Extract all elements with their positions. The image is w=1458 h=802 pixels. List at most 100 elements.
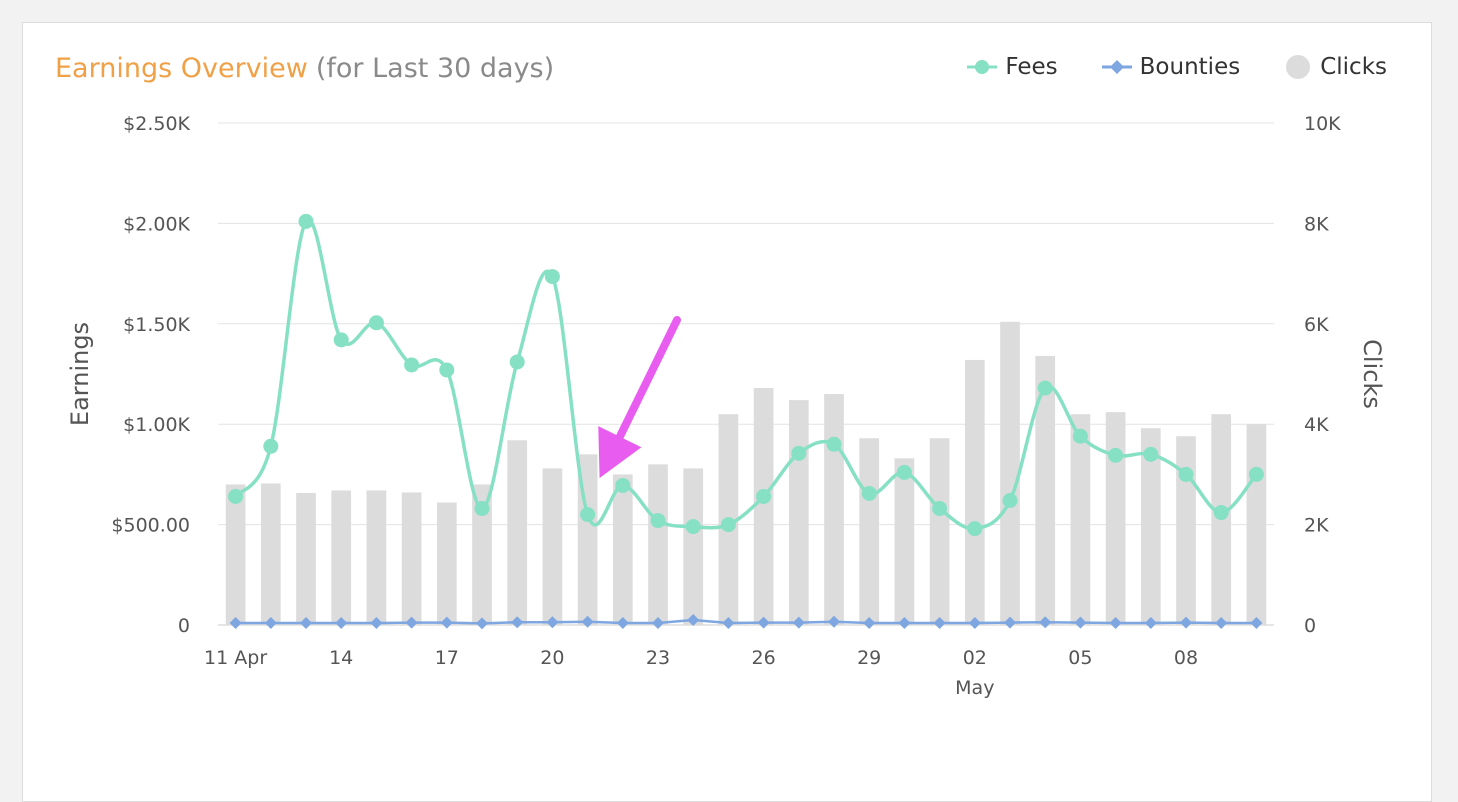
bounties-point xyxy=(828,615,840,628)
fees-point xyxy=(861,485,877,501)
fees-point xyxy=(509,354,525,370)
fees-point xyxy=(333,332,349,348)
fees-point xyxy=(1037,380,1053,396)
fees-point xyxy=(580,507,596,523)
clicks-bar xyxy=(366,490,387,625)
bounties-point xyxy=(1180,616,1192,629)
fees-point xyxy=(368,315,384,331)
bounties-point xyxy=(1109,616,1122,629)
left-tick-label: $1.00K xyxy=(123,414,190,436)
fees-point xyxy=(228,488,244,504)
right-tick-label: 2K xyxy=(1304,515,1329,537)
right-axis-title: Clicks xyxy=(1358,339,1386,409)
fees-point xyxy=(1072,428,1088,444)
annotation-arrow-shaft xyxy=(615,316,681,441)
clicks-bar xyxy=(542,468,563,625)
bounties-point xyxy=(264,616,277,629)
annotation-layer xyxy=(598,316,681,478)
clicks-bar xyxy=(260,483,281,625)
left-tick-label: $2.00K xyxy=(123,213,190,235)
right-tick-label: 0 xyxy=(1304,615,1316,637)
x-tick-label: 08 xyxy=(1174,647,1198,669)
x-tick-label: 05 xyxy=(1068,647,1092,669)
bounties-point xyxy=(757,616,770,629)
left-tick-label: $1.50K xyxy=(123,314,190,336)
bounties-point xyxy=(229,616,242,629)
bounties-point xyxy=(335,616,348,629)
x-tick-label: 23 xyxy=(646,647,670,669)
clicks-bar xyxy=(1070,414,1091,625)
legend-item-clicks[interactable]: Clicks xyxy=(1284,53,1387,81)
chart-title: Earnings Overview (for Last 30 days) xyxy=(55,53,554,84)
fees-point xyxy=(826,436,842,452)
clicks-bar xyxy=(612,474,633,625)
earnings-overview-card: Earnings Overview (for Last 30 days) Fees… xyxy=(22,22,1432,802)
fees-point xyxy=(263,438,279,454)
bounties-point xyxy=(933,616,946,629)
bounties-point xyxy=(722,616,735,629)
x-tick-label: 29 xyxy=(857,647,881,669)
bounties-point xyxy=(898,616,911,629)
bounties-point xyxy=(1039,616,1052,629)
x-tick-label: 17 xyxy=(435,647,459,669)
bounties-point xyxy=(652,616,664,629)
legend-label-fees: Fees xyxy=(1005,54,1058,80)
bounties-point xyxy=(1144,616,1157,629)
bounties-point xyxy=(511,616,524,629)
fees-point xyxy=(474,501,490,517)
clicks-bar xyxy=(507,440,528,625)
clicks-bar xyxy=(753,388,774,625)
bounties-legend-icon xyxy=(1101,60,1132,74)
bounties-line xyxy=(235,618,1257,625)
bounties-point xyxy=(405,616,418,629)
fees-point xyxy=(791,445,807,461)
x-tick-label: 02 xyxy=(963,647,987,669)
fees-point xyxy=(615,477,631,493)
bounties-point xyxy=(1074,616,1087,629)
clicks-bar xyxy=(859,438,880,625)
legend-item-fees[interactable]: Fees xyxy=(967,54,1058,80)
bounties-point xyxy=(546,616,559,629)
right-tick-label: 4K xyxy=(1304,414,1329,436)
legend-label-clicks: Clicks xyxy=(1320,54,1387,80)
bounties-point xyxy=(968,616,981,629)
bounties-point xyxy=(863,616,876,629)
fees-point xyxy=(544,269,560,285)
x-tick-sublabel: May xyxy=(955,677,994,699)
clicks-bar xyxy=(788,400,809,625)
clicks-legend-icon xyxy=(1286,55,1311,79)
left-axis-title: Earnings xyxy=(66,322,94,426)
clicks-bar xyxy=(648,464,668,625)
x-tick-label: 14 xyxy=(329,647,353,669)
bounties-point xyxy=(792,616,805,629)
clicks-bar xyxy=(824,394,844,625)
clicks-bar xyxy=(1140,428,1161,625)
right-tick-label: 8K xyxy=(1304,213,1329,235)
clicks-bar xyxy=(964,359,985,625)
x-tick-label: 20 xyxy=(540,647,564,669)
fees-point xyxy=(967,521,983,537)
fees-point xyxy=(404,357,420,373)
clicks-bar xyxy=(1000,321,1020,625)
annotation-arrow-head xyxy=(598,426,642,478)
bounties-point xyxy=(1004,616,1016,629)
bounties-point xyxy=(1215,616,1228,629)
bounties-point xyxy=(1250,616,1263,629)
x-tick-label: 26 xyxy=(752,647,776,669)
fees-legend-icon xyxy=(967,60,998,74)
clicks-bar xyxy=(472,484,492,625)
right-tick-label: 6K xyxy=(1304,314,1329,336)
fees-point xyxy=(1002,493,1018,509)
x-tick-label: 11 Apr xyxy=(204,647,267,669)
bounties-point xyxy=(476,617,488,630)
legend-item-bounties[interactable]: Bounties xyxy=(1101,54,1240,80)
left-tick-label: $500.00 xyxy=(111,515,190,537)
fees-point xyxy=(756,488,772,504)
fees-point xyxy=(1213,505,1229,521)
fees-point xyxy=(896,464,912,480)
clicks-bar xyxy=(436,502,457,625)
earnings-chart: 0 $500.00 $1.00K $1.50K $2.00K $2.50K 0 2K 4K 6K 8… xyxy=(66,113,1386,699)
fees-point xyxy=(720,517,736,533)
left-tick-label: 0 xyxy=(178,615,190,637)
fees-point xyxy=(1143,446,1159,462)
